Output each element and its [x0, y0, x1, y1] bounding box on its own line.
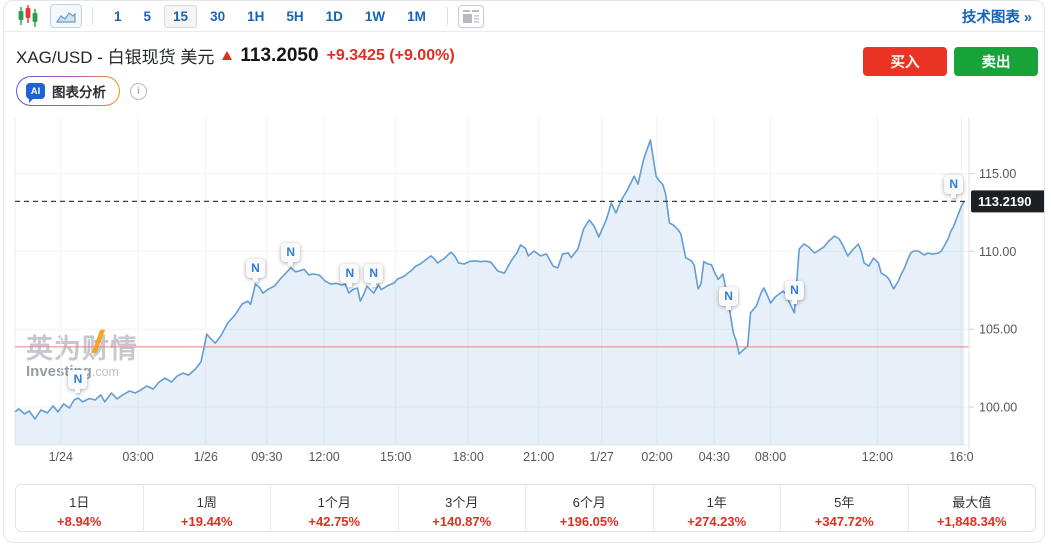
x-axis-label: 08:00: [755, 450, 786, 464]
price-line-series: [14, 139, 965, 420]
x-axis-label: 03:00: [122, 450, 153, 464]
buy-button[interactable]: 买入: [863, 47, 947, 76]
performance-cell: 3个月 +140.87%: [399, 485, 526, 531]
timeframe-button-30[interactable]: 30: [201, 5, 234, 28]
timeframe-button-1h[interactable]: 1H: [238, 5, 273, 28]
performance-cell: 1个月 +42.75%: [271, 485, 399, 531]
last-price: 113.2050: [240, 44, 319, 66]
performance-period-label: 6个月: [572, 495, 606, 510]
performance-period-label: 最大值: [952, 495, 992, 510]
timeframe-button-15[interactable]: 15: [164, 4, 198, 28]
chart-widget-container: 英为财情 Investing.com 115.00 110.00 105.00 100…: [3, 0, 1045, 543]
area-chart-icon[interactable]: [50, 4, 82, 28]
ai-button-label: 图表分析: [52, 85, 106, 100]
news-layout-icon[interactable]: [457, 4, 484, 28]
performance-cell: 1周 +19.44%: [144, 485, 271, 531]
x-axis-label: 15:00: [380, 450, 411, 464]
performance-value: +196.05%: [559, 514, 619, 529]
y-axis-label: 100.00: [979, 401, 1017, 415]
performance-cell: 1日 +8.94%: [16, 485, 144, 531]
chart-toolbar: 1 5 15 30 1H 5H 1D 1W 1M 技术图表 »: [4, 1, 1044, 32]
y-axis-label: 105.00: [979, 323, 1017, 337]
last-price-tag-value: 113.2190: [978, 194, 1032, 209]
sell-button[interactable]: 卖出: [954, 47, 1038, 76]
x-axis-label: 16:0: [949, 450, 973, 464]
technical-chart-link[interactable]: 技术图表 »: [961, 9, 1032, 26]
timeframe-button-1m[interactable]: 1M: [398, 5, 435, 28]
timeframe-button-5h[interactable]: 5H: [277, 5, 312, 28]
timeframe-button-group: 1 5 15 30 1H 5H 1D 1W 1M: [103, 4, 437, 28]
news-marker[interactable]: N: [281, 243, 301, 267]
toolbar-divider: [446, 7, 448, 25]
candlestick-chart-icon[interactable]: [16, 4, 40, 28]
price-chart-plot[interactable]: 115.00 110.00 105.00 100.00 1/24 03:00 1/26 09:…: [3, 1, 1045, 543]
timeframe-button-1w[interactable]: 1W: [356, 5, 394, 28]
x-axis-label: 21:00: [523, 450, 554, 464]
news-marker[interactable]: N: [364, 264, 384, 288]
info-icon[interactable]: i: [130, 82, 147, 100]
performance-value: +140.87%: [432, 514, 492, 529]
performance-period-label: 3个月: [445, 495, 479, 510]
performance-period-label: 1个月: [317, 495, 351, 510]
performance-value: +274.23%: [687, 514, 747, 529]
x-axis-label: 02:00: [641, 450, 672, 464]
price-area-fill: [15, 140, 965, 445]
performance-cell: 5年 +347.72%: [781, 485, 909, 531]
performance-period-label: 5年: [834, 495, 855, 510]
performance-cell: 最大值 +1,848.34%: [909, 485, 1036, 531]
x-axis-label: 09:30: [251, 450, 282, 464]
performance-value: +42.75%: [308, 514, 361, 529]
news-marker[interactable]: N: [340, 264, 360, 288]
news-marker[interactable]: N: [719, 287, 739, 311]
price-up-arrow-icon: [222, 51, 233, 60]
x-axis-label: 04:30: [699, 450, 730, 464]
performance-value: +347.72%: [814, 514, 874, 529]
performance-cell: 6个月 +196.05%: [526, 485, 654, 531]
news-marker[interactable]: N: [944, 175, 964, 199]
performance-period-label: 1日: [69, 495, 90, 510]
x-axis-label: 1/26: [194, 450, 218, 464]
performance-value: +8.94%: [57, 514, 102, 529]
performance-value: +19.44%: [180, 514, 233, 529]
y-axis-label: 115.00: [979, 167, 1016, 181]
news-marker[interactable]: N: [245, 259, 265, 283]
performance-value: +1,848.34%: [936, 514, 1007, 529]
news-marker[interactable]: N: [784, 281, 804, 305]
x-axis-label: 12:00: [862, 450, 893, 464]
ai-icon: AI: [26, 83, 45, 103]
price-change: +9.3425 (+9.00%): [326, 46, 455, 64]
ai-analysis-row: AI 图表分析 i: [16, 76, 147, 106]
x-axis-label: 1/24: [49, 450, 73, 464]
x-axis-label: 12:00: [308, 450, 339, 464]
news-marker[interactable]: N: [68, 370, 88, 394]
timeframe-button-5[interactable]: 5: [135, 5, 161, 28]
instrument-header: XAG/USD - 白银现货 美元 113.2050 +9.3425 (+9.0…: [16, 43, 455, 68]
watermark-title: 英为财情: [26, 327, 138, 366]
x-axis-label: 18:00: [453, 450, 484, 464]
timeframe-button-1d[interactable]: 1D: [317, 5, 352, 28]
performance-bar: 1日 +8.94% 1周 +19.44% 1个月 +42.75% 3个月 +140.87% 6个…: [15, 484, 1036, 532]
performance-period-label: 1周: [196, 495, 217, 510]
last-price-tag: [971, 190, 1044, 213]
x-axis-label: 1/27: [590, 450, 614, 464]
performance-cell: 1年 +274.23%: [654, 485, 781, 531]
timeframe-button-1[interactable]: 1: [105, 5, 131, 28]
ai-chart-analysis-button[interactable]: AI 图表分析: [16, 76, 120, 106]
instrument-title: XAG/USD - 白银现货 美元: [16, 48, 215, 67]
y-axis-label: 110.00: [979, 245, 1016, 259]
toolbar-divider: [92, 7, 93, 25]
performance-period-label: 1年: [706, 495, 727, 510]
